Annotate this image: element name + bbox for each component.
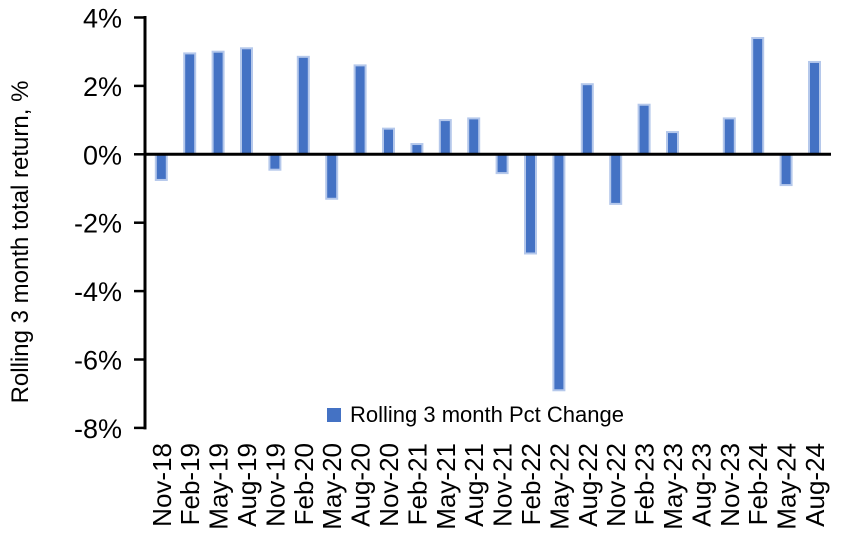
bar (353, 64, 367, 156)
x-tick-label: Aug-19 (232, 443, 262, 527)
bar (751, 37, 765, 156)
bar (183, 52, 197, 156)
bar (296, 55, 310, 156)
x-tick-label: Aug-21 (459, 443, 489, 527)
x-tick-label: Aug-24 (800, 443, 830, 527)
bar (609, 153, 623, 205)
x-tick-label: Nov-19 (260, 443, 290, 527)
x-tick-label: May-24 (772, 443, 802, 530)
bar (240, 47, 253, 156)
bar (438, 119, 452, 156)
bar (154, 153, 168, 181)
x-tick-label: Nov-22 (601, 443, 631, 527)
bar (722, 117, 736, 156)
x-tick-label: May-19 (204, 443, 234, 530)
y-tick-label: 4% (83, 4, 122, 34)
x-tick-label: Feb-19 (175, 443, 205, 525)
x-tick-label: Aug-22 (573, 443, 603, 527)
bar (325, 153, 339, 200)
x-tick-label: Aug-23 (686, 443, 716, 527)
bar (666, 131, 679, 156)
bar (580, 83, 594, 156)
bar (410, 143, 424, 156)
y-tick-label: -8% (74, 414, 122, 444)
x-tick-label: Nov-21 (488, 443, 518, 527)
x-tick-label: Feb-24 (743, 443, 773, 525)
bar (779, 153, 793, 187)
legend-label: Rolling 3 month Pct Change (350, 402, 624, 427)
y-tick-label: -6% (74, 346, 122, 376)
x-tick-label: May-22 (544, 443, 574, 530)
bar (524, 153, 537, 255)
bar (268, 153, 282, 171)
y-tick-label: 2% (83, 72, 122, 102)
y-tick-label: 0% (83, 140, 122, 170)
x-tick-label: May-23 (658, 443, 688, 530)
x-tick-label: Nov-20 (374, 443, 404, 527)
bar (467, 117, 481, 156)
bar (808, 60, 821, 156)
bar (637, 103, 651, 156)
x-tick-label: Feb-23 (630, 443, 660, 525)
x-tick-label: Feb-21 (402, 443, 432, 525)
bar (495, 153, 509, 175)
y-tick-label: -2% (74, 209, 122, 239)
legend-swatch-icon (327, 408, 341, 422)
x-tick-label: Aug-20 (346, 443, 376, 527)
legend: Rolling 3 month Pct Change (327, 402, 624, 428)
x-tick-label: Nov-23 (715, 443, 745, 527)
y-tick-label: -4% (74, 277, 122, 307)
x-tick-label: May-20 (317, 443, 347, 530)
x-tick-label: Feb-20 (289, 443, 319, 525)
x-tick-label: Nov-18 (147, 443, 177, 527)
bar (552, 153, 566, 392)
bar (211, 50, 225, 156)
x-tick-label: May-21 (431, 443, 461, 530)
bar (382, 127, 395, 156)
x-tick-label: Feb-22 (516, 443, 546, 525)
